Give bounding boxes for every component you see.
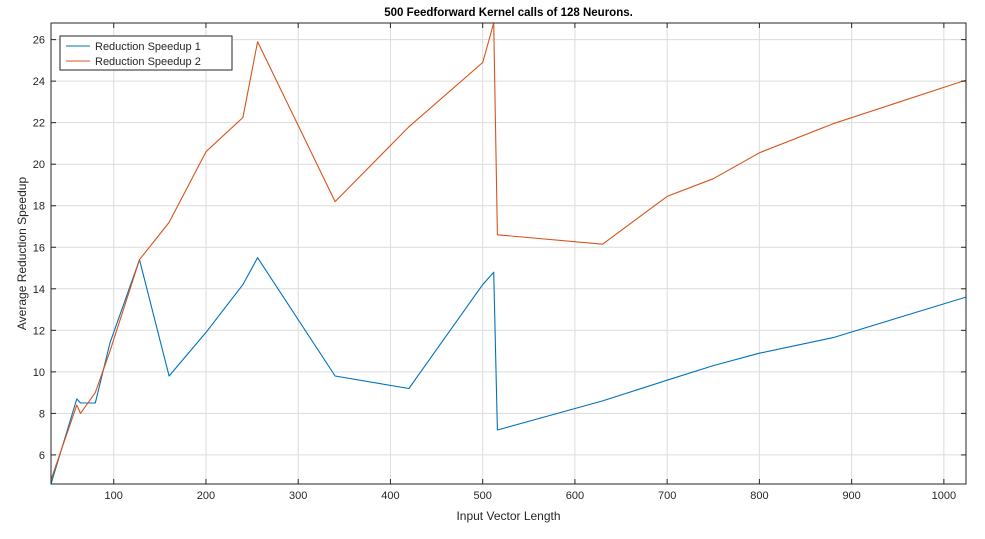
y-tick-label: 22 xyxy=(33,118,45,130)
legend: Reduction Speedup 1 Reduction Speedup 2 xyxy=(59,35,233,71)
plot-background xyxy=(51,23,966,484)
y-axis-label: Average Reduction Speedup xyxy=(15,177,29,331)
legend-entry-2: Reduction Speedup 2 xyxy=(95,56,201,68)
chart-title: 500 Feedforward Kernel calls of 128 Neur… xyxy=(384,7,633,19)
series-layer xyxy=(51,23,966,484)
x-tick-label: 400 xyxy=(381,490,399,502)
y-tick-label: 6 xyxy=(39,450,45,462)
series-line-1 xyxy=(51,257,966,484)
legend-box xyxy=(59,35,233,71)
x-tick-label: 500 xyxy=(473,490,491,502)
x-tick-label: 1000 xyxy=(932,490,956,502)
y-tick-label: 12 xyxy=(33,325,45,337)
y-tick-label: 14 xyxy=(33,284,45,296)
y-tick-label: 16 xyxy=(33,242,45,254)
x-tick-label: 600 xyxy=(566,490,584,502)
y-tick-label: 18 xyxy=(33,201,45,213)
y-tick-label: 20 xyxy=(33,159,45,171)
legend-entry-1: Reduction Speedup 1 xyxy=(95,41,201,53)
x-tick-label: 700 xyxy=(658,490,676,502)
y-tick-label: 24 xyxy=(33,76,45,88)
x-tick-label: 100 xyxy=(105,490,123,502)
grid-lines xyxy=(51,23,966,484)
x-tick-label: 300 xyxy=(289,490,307,502)
axis-ticks: 100 200 300 400 500 600 700 800 900 1000 6 8 10 12 14 1… xyxy=(33,23,966,502)
x-axis-label: Input Vector Length xyxy=(456,509,560,523)
plot-frame xyxy=(50,22,967,485)
series-line-2 xyxy=(51,23,966,480)
x-tick-label: 900 xyxy=(842,490,860,502)
x-tick-label: 800 xyxy=(750,490,768,502)
y-tick-label: 8 xyxy=(39,408,45,420)
x-tick-label: 200 xyxy=(197,490,215,502)
y-tick-label: 10 xyxy=(33,367,45,379)
y-tick-label: 26 xyxy=(33,35,45,47)
